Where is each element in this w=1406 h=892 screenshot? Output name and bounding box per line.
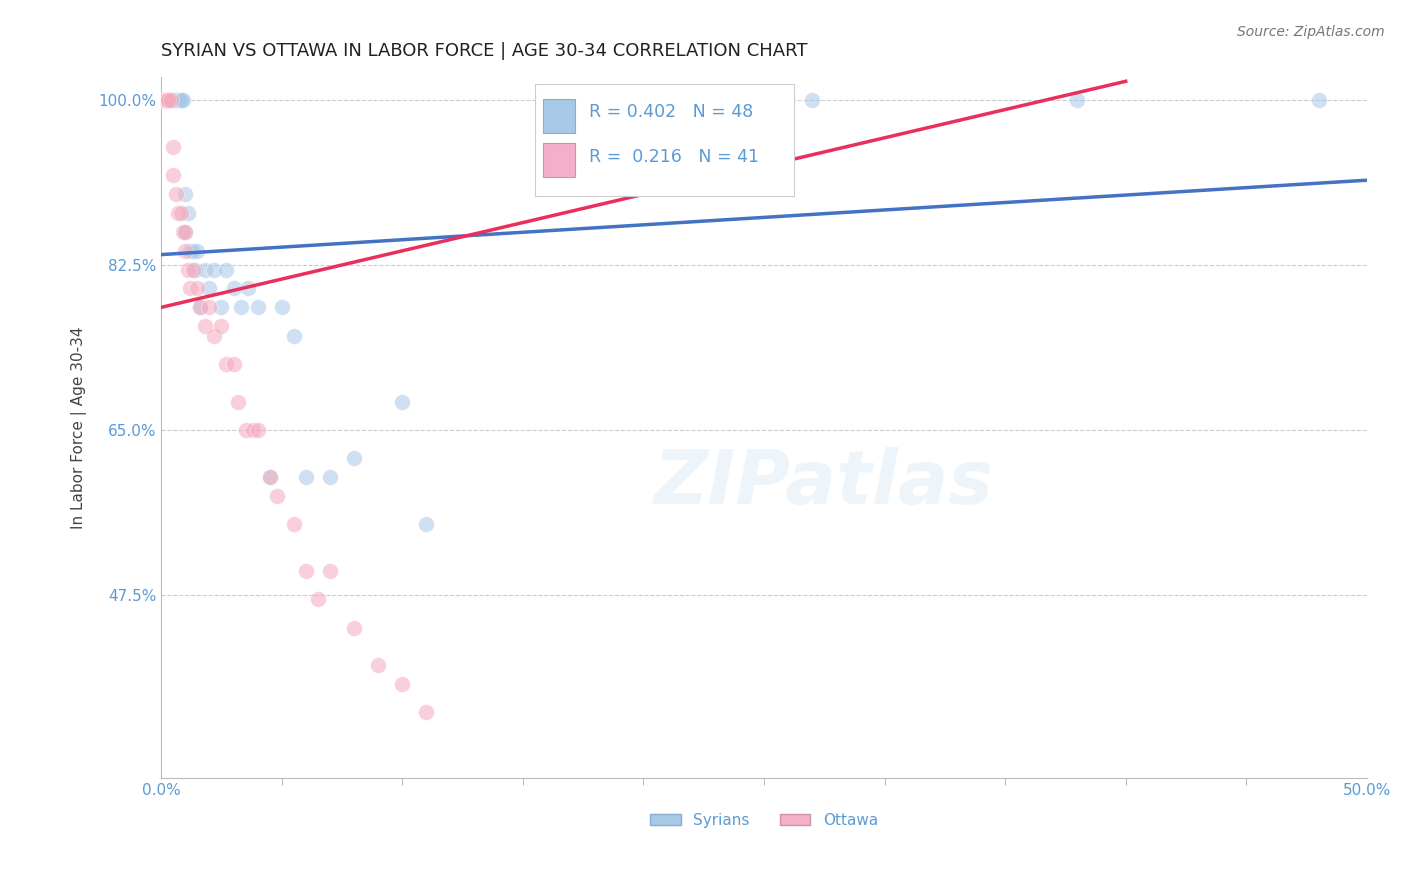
FancyBboxPatch shape xyxy=(543,99,575,133)
Point xyxy=(174,225,197,239)
Point xyxy=(165,187,187,202)
Point xyxy=(188,301,211,315)
Point xyxy=(319,470,342,484)
Text: ZIPatlas: ZIPatlas xyxy=(654,447,994,520)
Point xyxy=(174,244,197,258)
Point xyxy=(198,301,221,315)
Point xyxy=(236,281,259,295)
Point xyxy=(307,592,329,607)
Point xyxy=(160,93,183,107)
Point xyxy=(165,93,187,107)
Y-axis label: In Labor Force | Age 30-34: In Labor Force | Age 30-34 xyxy=(72,326,87,529)
Point xyxy=(152,93,174,107)
Point xyxy=(152,93,174,107)
Point xyxy=(283,328,305,343)
Point xyxy=(169,93,191,107)
Point xyxy=(162,169,184,183)
Point xyxy=(169,206,191,220)
Point xyxy=(155,93,177,107)
Point xyxy=(235,423,257,437)
Point xyxy=(215,357,238,371)
Point xyxy=(181,244,204,258)
Point xyxy=(186,281,208,295)
Point xyxy=(167,93,190,107)
Point xyxy=(155,93,177,107)
Point xyxy=(169,93,191,107)
Point xyxy=(157,93,180,107)
Point xyxy=(160,93,183,107)
Point xyxy=(160,93,183,107)
Point xyxy=(174,187,197,202)
Point xyxy=(167,206,190,220)
Point xyxy=(211,319,233,334)
Point xyxy=(198,281,221,295)
Point xyxy=(177,262,200,277)
Point xyxy=(172,93,194,107)
Point xyxy=(266,489,288,503)
Point xyxy=(228,394,250,409)
Point xyxy=(179,244,201,258)
Point xyxy=(246,423,269,437)
Text: SYRIAN VS OTTAWA IN LABOR FORCE | AGE 30-34 CORRELATION CHART: SYRIAN VS OTTAWA IN LABOR FORCE | AGE 30… xyxy=(162,42,807,60)
Point xyxy=(283,516,305,531)
Point xyxy=(188,301,211,315)
Point xyxy=(152,93,174,107)
Point xyxy=(157,93,180,107)
Point xyxy=(242,423,264,437)
Point xyxy=(246,301,269,315)
Point xyxy=(295,564,318,578)
Point xyxy=(167,93,190,107)
Point xyxy=(194,319,217,334)
FancyBboxPatch shape xyxy=(543,144,575,177)
Point xyxy=(391,677,413,691)
Legend: Syrians, Ottawa: Syrians, Ottawa xyxy=(644,806,884,834)
Point xyxy=(1066,93,1088,107)
Point xyxy=(801,93,824,107)
Point xyxy=(174,225,197,239)
Text: Source: ZipAtlas.com: Source: ZipAtlas.com xyxy=(1237,25,1385,39)
Text: R =  0.216   N = 41: R = 0.216 N = 41 xyxy=(589,147,759,166)
Point xyxy=(155,93,177,107)
Point xyxy=(162,93,184,107)
Point xyxy=(172,225,194,239)
Point xyxy=(1308,93,1330,107)
Point xyxy=(186,244,208,258)
Point xyxy=(270,301,292,315)
Point xyxy=(367,658,389,673)
Point xyxy=(157,93,180,107)
Point xyxy=(162,93,184,107)
Point xyxy=(181,262,204,277)
Point xyxy=(215,262,238,277)
Point xyxy=(202,262,225,277)
Point xyxy=(222,281,245,295)
Point xyxy=(415,706,437,720)
Point xyxy=(157,93,180,107)
Point xyxy=(152,93,174,107)
Point xyxy=(391,394,413,409)
FancyBboxPatch shape xyxy=(534,84,794,196)
Point xyxy=(194,262,217,277)
Point xyxy=(415,516,437,531)
Point xyxy=(211,301,233,315)
Point xyxy=(165,93,187,107)
Point xyxy=(229,301,252,315)
Point xyxy=(222,357,245,371)
Point xyxy=(177,206,200,220)
Point xyxy=(184,262,207,277)
Point xyxy=(319,564,342,578)
Point xyxy=(155,93,177,107)
Point xyxy=(343,621,366,635)
Point xyxy=(202,328,225,343)
Point xyxy=(162,140,184,154)
Point xyxy=(295,470,318,484)
Point xyxy=(343,450,366,465)
Point xyxy=(259,470,281,484)
Point xyxy=(157,93,180,107)
Text: R = 0.402   N = 48: R = 0.402 N = 48 xyxy=(589,103,754,121)
Point xyxy=(152,93,174,107)
Point xyxy=(162,93,184,107)
Point xyxy=(259,470,281,484)
Point xyxy=(152,93,174,107)
Point xyxy=(179,281,201,295)
